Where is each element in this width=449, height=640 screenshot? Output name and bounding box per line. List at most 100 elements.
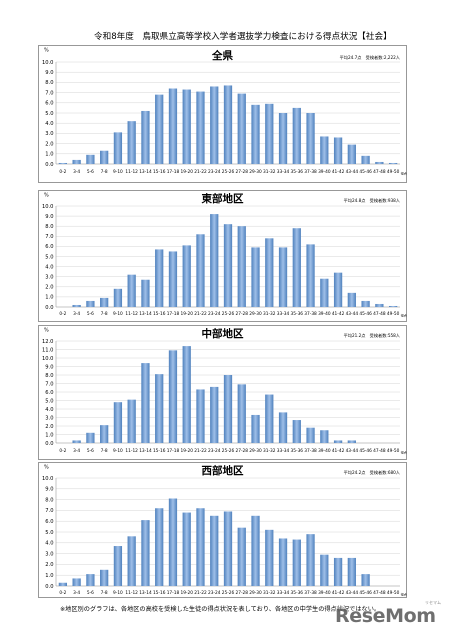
bar-13-14 bbox=[141, 279, 150, 307]
bar-5-6 bbox=[86, 574, 95, 586]
x-tick-label: 15-16 bbox=[153, 169, 166, 175]
watermark-kana: リセマム bbox=[425, 600, 441, 605]
x-tick-label: 29-30 bbox=[249, 590, 262, 596]
x-tick-label: 11-12 bbox=[125, 590, 138, 596]
x-tick-label: 33-34 bbox=[277, 169, 290, 175]
x-tick-label: 27-28 bbox=[236, 169, 249, 175]
bar-25-26 bbox=[223, 224, 233, 307]
y-tick-label: 8.0 bbox=[45, 373, 53, 379]
x-tick-label: 29-30 bbox=[249, 448, 262, 454]
x-tick-label: 29-30 bbox=[249, 169, 262, 175]
bar-37-38 bbox=[306, 244, 315, 307]
bar-19-20 bbox=[182, 89, 191, 164]
x-tick-label: 0-2 bbox=[59, 169, 66, 175]
x-tick-label: 19-20 bbox=[180, 448, 193, 454]
bar-37-38 bbox=[306, 113, 315, 164]
x-tick-label: 13-14 bbox=[139, 590, 152, 596]
y-tick-label: 1.0 bbox=[45, 573, 53, 579]
x-tick-label: 23-24 bbox=[208, 448, 221, 454]
bar-39-40 bbox=[320, 430, 329, 443]
x-tick-label: 9-10 bbox=[113, 590, 123, 596]
bar-7-8 bbox=[100, 569, 109, 586]
chart-title: 西部地区 bbox=[202, 464, 244, 477]
x-tick-label: 21-22 bbox=[194, 169, 207, 175]
y-tick-label: 3.0 bbox=[45, 551, 53, 557]
x-tick-label: 7-8 bbox=[101, 169, 108, 175]
x-tick-label: 39-40 bbox=[318, 169, 331, 175]
chart-central-district: 0.0 1.0 2.0 3.0 4.0 5.0 6.0 7.0 8.0 9.0 10.0 11.0 12… bbox=[38, 325, 407, 460]
bar-5-6 bbox=[86, 300, 95, 307]
x-tick-label: 33-34 bbox=[277, 448, 290, 454]
y-tick-label: 4.0 bbox=[45, 407, 53, 413]
bar-7-8 bbox=[100, 425, 109, 443]
bar-25-26 bbox=[223, 511, 233, 586]
x-tick-label: 3-4 bbox=[73, 590, 80, 596]
x-tick-label: 25-26 bbox=[222, 590, 235, 596]
x-tick-label: 25-26 bbox=[222, 311, 235, 317]
x-tick-label: 31-32 bbox=[263, 448, 276, 454]
x-tick-label: 7-8 bbox=[101, 311, 108, 317]
x-tick-label: 43-44 bbox=[346, 590, 359, 596]
footnote: ※地区別のグラフは、各地区の高校を受検した生徒の得点状況を表しており、各地区の中… bbox=[60, 606, 381, 613]
y-tick-label: 5.0 bbox=[45, 254, 53, 260]
bar-35-36 bbox=[292, 107, 301, 164]
x-tick-label: 9-10 bbox=[113, 311, 123, 317]
bar-23-24 bbox=[210, 515, 219, 586]
bar-7-8 bbox=[100, 150, 109, 164]
bar-5-6 bbox=[86, 154, 95, 164]
x-tick-label: 41-42 bbox=[332, 448, 345, 454]
x-tick-label: 47-48 bbox=[373, 311, 386, 317]
x-tick-label: 25-26 bbox=[222, 448, 235, 454]
x-tick-label: 41-42 bbox=[332, 590, 345, 596]
bar-11-12 bbox=[127, 536, 136, 586]
bar-15-16 bbox=[155, 508, 164, 586]
bar-41-42 bbox=[333, 440, 343, 443]
x-tick-label: 0-2 bbox=[59, 448, 66, 454]
bar-47-48 bbox=[375, 161, 384, 164]
y-tick-label: 7.0 bbox=[45, 90, 53, 96]
x-tick-label: 35-36 bbox=[291, 311, 304, 317]
y-tick-label: 1.0 bbox=[45, 432, 53, 438]
y-tick-label: 9.0 bbox=[45, 70, 53, 76]
chart-canvas: 0.0 1.0 2.0 3.0 4.0 5.0 6.0 7.0 8.0 9.0 10.0 0-2 3-4… bbox=[38, 462, 407, 598]
bar-33-34 bbox=[278, 247, 288, 307]
x-tick-label: 3-4 bbox=[73, 448, 80, 454]
x-tick-label: 41-42 bbox=[332, 169, 345, 175]
y-tick-label: 1.0 bbox=[45, 152, 53, 158]
bar-41-42 bbox=[333, 272, 343, 307]
y-tick-label: 9.0 bbox=[45, 487, 53, 493]
x-tick-label: 0-2 bbox=[59, 311, 66, 317]
y-tick-label: 4.0 bbox=[45, 541, 53, 547]
bar-27-28 bbox=[237, 93, 246, 164]
bar-0-2 bbox=[58, 162, 68, 164]
x-tick-label: 49-50 bbox=[387, 448, 400, 454]
x-tick-label: 39-40 bbox=[318, 448, 331, 454]
x-tick-label: 13-14 bbox=[139, 169, 152, 175]
y-tick-label: 8.0 bbox=[45, 224, 53, 230]
bar-3-4 bbox=[72, 578, 81, 586]
x-axis-label: 得点 bbox=[401, 450, 407, 455]
bar-35-36 bbox=[292, 539, 301, 586]
chart-canvas: 0.0 1.0 2.0 3.0 4.0 5.0 6.0 7.0 8.0 9.0 10.0 11.0 12… bbox=[38, 325, 407, 460]
bar-23-24 bbox=[210, 214, 219, 307]
y-tick-label: 0.0 bbox=[45, 584, 53, 590]
bar-27-28 bbox=[237, 384, 246, 443]
x-tick-label: 7-8 bbox=[101, 590, 108, 596]
bar-31-32 bbox=[265, 394, 274, 443]
y-tick-label: 3.0 bbox=[45, 415, 53, 421]
bar-29-30 bbox=[251, 414, 260, 443]
y-tick-label: 10.0 bbox=[42, 356, 54, 362]
x-tick-label: 47-48 bbox=[373, 169, 386, 175]
x-tick-label: 5-6 bbox=[87, 590, 94, 596]
x-tick-label: 49-50 bbox=[387, 590, 400, 596]
bar-29-30 bbox=[251, 515, 260, 586]
bar-11-12 bbox=[127, 274, 136, 307]
x-tick-label: 15-16 bbox=[153, 448, 166, 454]
y-tick-label: 5.0 bbox=[45, 530, 53, 536]
bar-45-46 bbox=[361, 574, 370, 586]
y-tick-label: 11.0 bbox=[42, 347, 54, 353]
bar-45-46 bbox=[361, 300, 370, 307]
y-tick-label: 6.0 bbox=[45, 244, 53, 250]
x-tick-label: 13-14 bbox=[139, 448, 152, 454]
bar-35-36 bbox=[292, 228, 301, 307]
